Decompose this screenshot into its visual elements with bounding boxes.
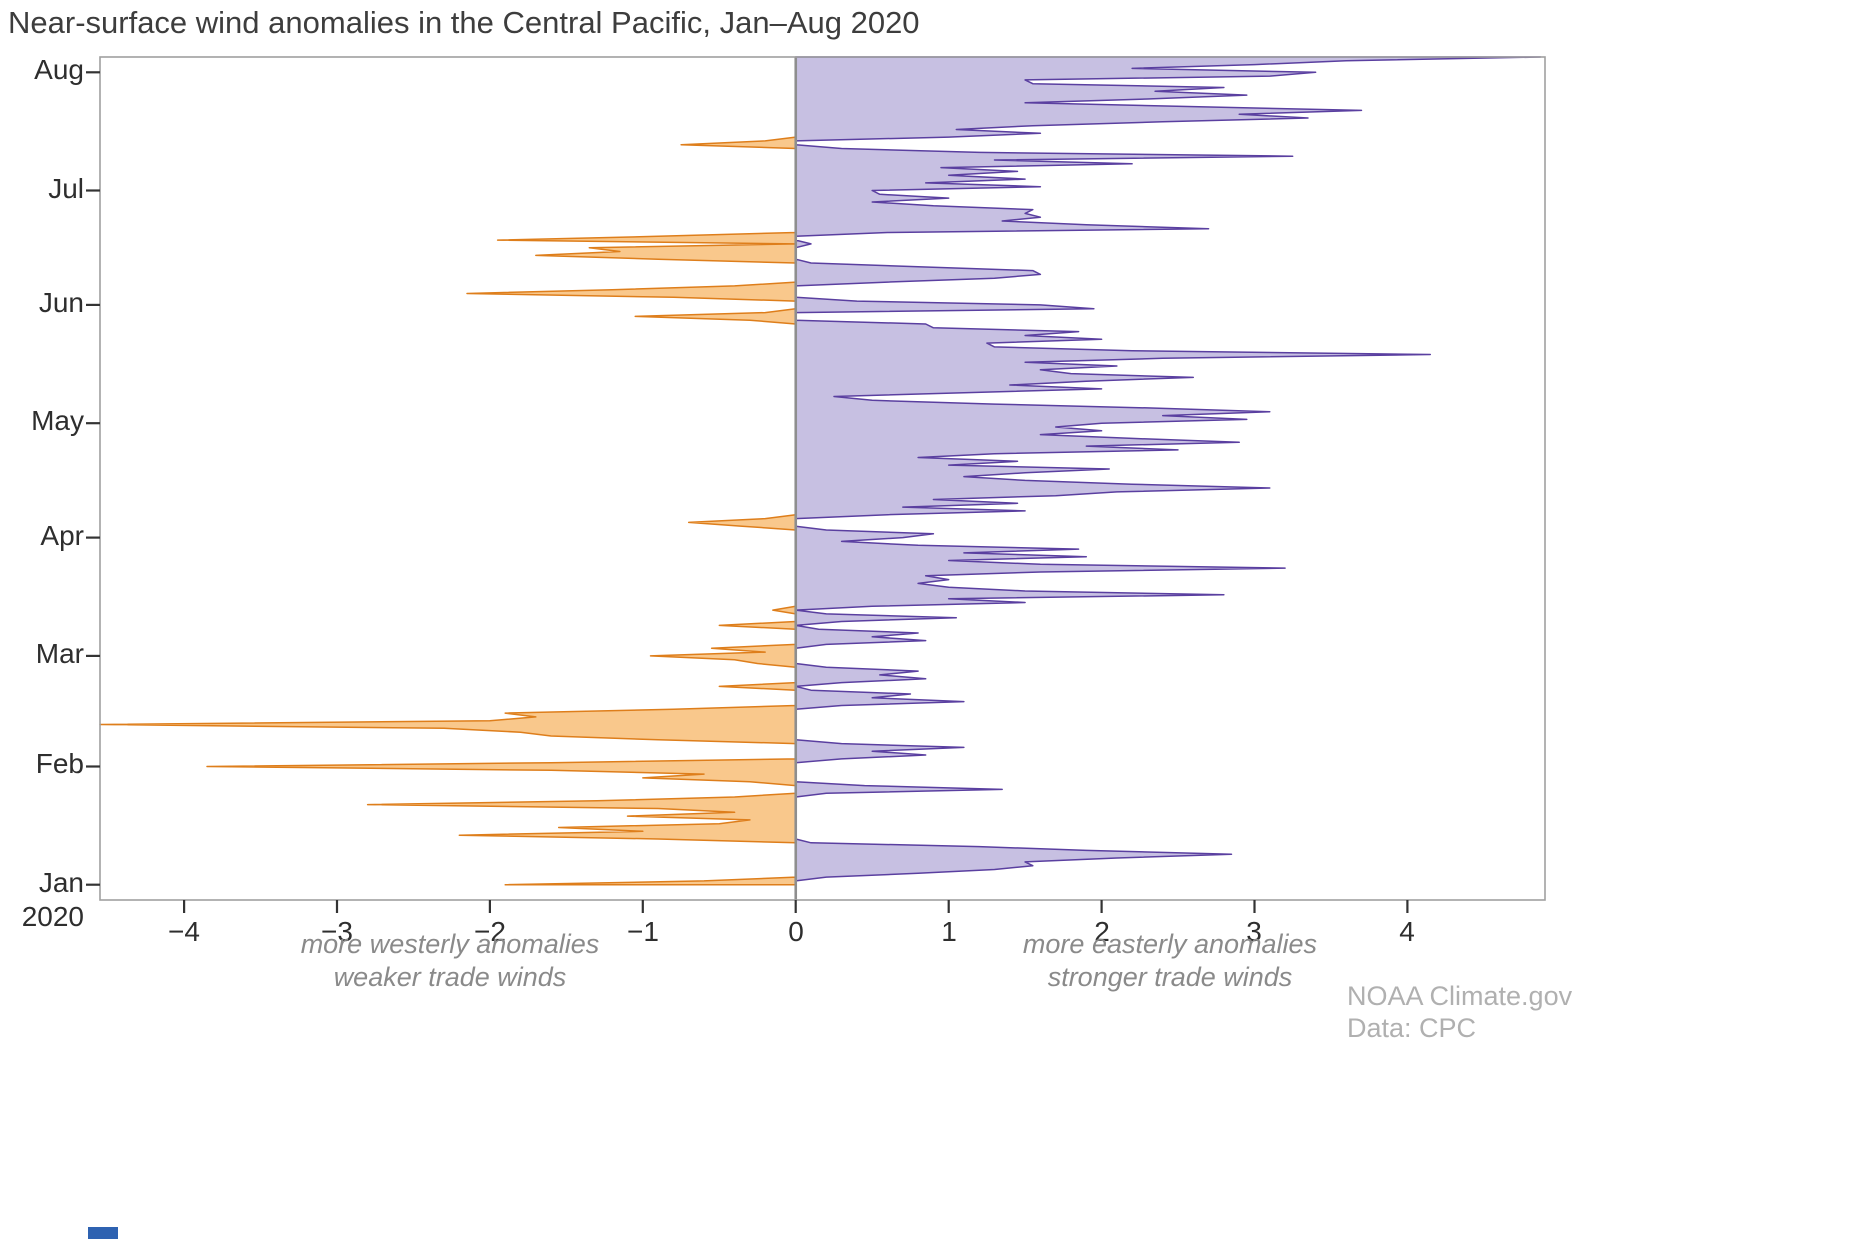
logo-fragment	[88, 1227, 118, 1239]
x-tick-label-1: 1	[941, 916, 957, 947]
annotation-easterly-line2: stronger trade winds	[1047, 961, 1293, 992]
positive-area	[794, 56, 1542, 886]
x-tick-label-minus-1: −1	[627, 916, 659, 947]
negative-area	[99, 56, 797, 886]
y-tick-label-apr: Apr	[40, 520, 84, 551]
annotation-westerly-line1: more westerly anomalies	[300, 929, 600, 959]
x-tick-label-3: 3	[1246, 916, 1262, 947]
credit-source: NOAA Climate.gov	[1347, 981, 1573, 1011]
credit-data: Data: CPC	[1347, 1013, 1477, 1044]
plot-frame	[99, 56, 1546, 901]
credit: NOAA Climate.gov Data: CPC	[1347, 980, 1572, 1045]
x-tick-label-minus-3: −3	[321, 916, 353, 947]
x-tick-label-0: 0	[788, 916, 804, 947]
y-tick-label-jan: Jan	[38, 867, 84, 898]
annotation-easterly: more easterly anomalies stronger trade w…	[860, 928, 1480, 994]
annotation-easterly-line1: more easterly anomalies	[1022, 929, 1318, 959]
x-tick-label-minus-2: −2	[474, 916, 506, 947]
chart-title: Near-surface wind anomalies in the Centr…	[8, 5, 920, 40]
x-tick-label-2: 2	[1094, 916, 1110, 947]
y-tick-label-feb: Feb	[35, 748, 84, 779]
y-tick-label-aug: Aug	[34, 54, 84, 85]
annotation-westerly-line2: weaker trade winds	[333, 961, 567, 992]
y-tick-label-may: May	[31, 405, 84, 436]
annotation-westerly: more westerly anomalies weaker trade win…	[140, 928, 760, 994]
x-tick-label-4: 4	[1399, 916, 1415, 947]
y-axis-year-label: 2020	[21, 901, 84, 932]
y-tick-label-jun: Jun	[38, 287, 84, 318]
y-tick-label-jul: Jul	[48, 173, 84, 204]
x-tick-label-minus-4: −4	[168, 916, 200, 947]
y-tick-label-mar: Mar	[35, 638, 84, 669]
